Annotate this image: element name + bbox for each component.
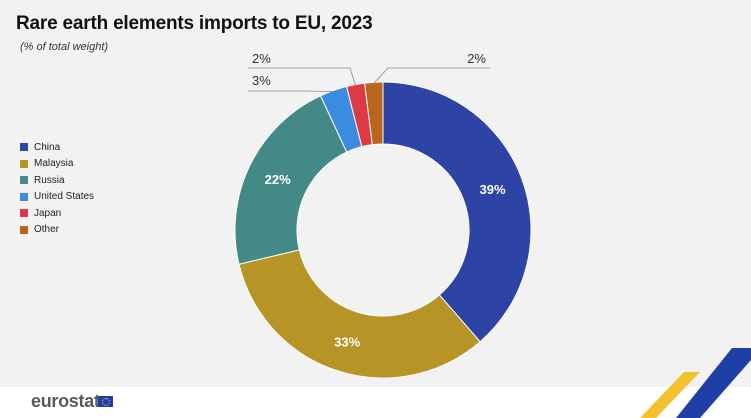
data-label-united-states: 3% <box>252 73 271 88</box>
legend-label: Japan <box>34 207 62 219</box>
leader-line-japan <box>248 67 357 86</box>
legend-swatch <box>20 192 28 201</box>
slice-other[interactable] <box>364 81 384 146</box>
chart-legend: China Malaysia Russia United States Japa… <box>20 139 94 238</box>
legend-item-japan[interactable]: Japan <box>20 205 94 222</box>
slice-malaysia[interactable] <box>238 249 481 379</box>
data-label-japan: 2% <box>252 51 271 66</box>
leader-line-united-states <box>248 90 334 92</box>
legend-item-united-states[interactable]: United States <box>20 189 94 206</box>
data-label-russia: 22% <box>265 172 291 187</box>
legend-swatch <box>20 225 28 234</box>
legend-label: Russia <box>34 174 65 186</box>
legend-swatch <box>20 143 28 152</box>
legend-swatch <box>20 176 28 185</box>
slice-china[interactable] <box>382 81 532 343</box>
legend-swatch <box>20 159 28 168</box>
legend-label: United States <box>34 191 95 203</box>
chart-title: Rare earth elements imports to EU, 2023 <box>16 13 373 34</box>
legend-label: China <box>34 141 61 153</box>
legend-item-china[interactable]: China <box>20 139 94 156</box>
data-label-china: 39% <box>480 182 506 197</box>
leader-line-other <box>373 67 490 84</box>
footer: eurostat <box>0 387 751 418</box>
legend-item-other[interactable]: Other <box>20 222 94 239</box>
data-label-other: 2% <box>467 51 486 66</box>
donut-chart: 39% 33% 22% 3% 2% 2% <box>234 51 532 379</box>
legend-label: Other <box>34 224 60 236</box>
eu-flag-icon <box>98 396 113 407</box>
legend-item-malaysia[interactable]: Malaysia <box>20 156 94 173</box>
legend-item-russia[interactable]: Russia <box>20 172 94 189</box>
chart-subtitle: (% of total weight) <box>20 41 109 53</box>
data-label-malaysia: 33% <box>334 334 360 349</box>
legend-swatch <box>20 209 28 218</box>
legend-label: Malaysia <box>34 158 74 170</box>
eurostat-logo[interactable]: eurostat <box>31 391 100 411</box>
